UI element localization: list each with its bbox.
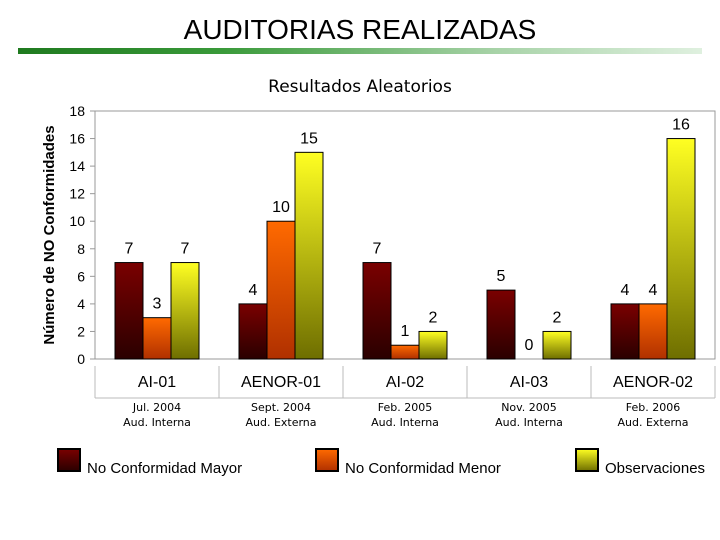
y-tick-label: 16 bbox=[69, 131, 85, 147]
category-audit-type: Aud. Interna bbox=[123, 416, 191, 429]
y-axis-label: Número de NO Conformidades bbox=[41, 125, 58, 344]
data-label: 7 bbox=[125, 241, 134, 258]
category-audit-type: Aud. Interna bbox=[495, 416, 563, 429]
page-title: AUDITORIAS REALIZADAS bbox=[183, 14, 537, 45]
data-label: 10 bbox=[272, 199, 290, 216]
data-label: 1 bbox=[401, 323, 410, 340]
y-tick-label: 6 bbox=[77, 268, 85, 284]
y-tick-label: 4 bbox=[77, 296, 85, 312]
category-audit-type: Aud. Externa bbox=[245, 416, 316, 429]
data-label: 5 bbox=[497, 268, 506, 285]
category-audit-type: Aud. Externa bbox=[617, 416, 688, 429]
category-date: Sept. 2004 bbox=[251, 401, 311, 414]
data-label: 16 bbox=[672, 117, 690, 134]
category-label: AI-02 bbox=[386, 374, 424, 391]
chart-subtitle: Resultados Aleatorios bbox=[268, 77, 452, 97]
bar bbox=[294, 151, 324, 360]
bar bbox=[142, 317, 172, 360]
category-date: Nov. 2005 bbox=[501, 401, 557, 414]
legend-swatch bbox=[575, 448, 599, 472]
y-tick-label: 0 bbox=[77, 351, 85, 367]
bar bbox=[542, 330, 572, 360]
data-label: 7 bbox=[181, 241, 190, 258]
data-label: 4 bbox=[621, 282, 630, 299]
y-tick-label: 12 bbox=[69, 186, 85, 202]
legend-label: No Conformidad Mayor bbox=[87, 460, 242, 477]
bar bbox=[666, 138, 696, 360]
data-label: 3 bbox=[153, 296, 162, 313]
category-label: AI-01 bbox=[138, 374, 176, 391]
y-tick-label: 14 bbox=[69, 158, 85, 174]
bar bbox=[114, 262, 144, 360]
data-label: 15 bbox=[300, 130, 318, 147]
bar bbox=[266, 220, 296, 360]
legend-label: No Conformidad Menor bbox=[345, 460, 501, 477]
bar bbox=[238, 303, 268, 360]
legend-swatch bbox=[57, 448, 81, 472]
bar bbox=[418, 330, 448, 360]
category-audit-type: Aud. Interna bbox=[371, 416, 439, 429]
category-label: AI-03 bbox=[510, 374, 548, 391]
bar bbox=[390, 344, 420, 360]
bar bbox=[170, 262, 200, 360]
y-tick-label: 10 bbox=[69, 213, 85, 229]
y-tick-label: 18 bbox=[69, 103, 85, 119]
data-label: 0 bbox=[525, 337, 534, 354]
y-tick-label: 2 bbox=[77, 323, 85, 339]
data-label: 2 bbox=[553, 309, 562, 326]
category-date: Jul. 2004 bbox=[132, 401, 181, 414]
y-tick-label: 8 bbox=[77, 241, 85, 257]
data-label: 4 bbox=[249, 282, 258, 299]
category-label: AENOR-01 bbox=[241, 374, 321, 391]
data-label: 2 bbox=[429, 309, 438, 326]
legend-label: Observaciones bbox=[605, 460, 705, 477]
legend-swatch bbox=[315, 448, 339, 472]
data-label: 4 bbox=[649, 282, 658, 299]
category-date: Feb. 2006 bbox=[626, 401, 680, 414]
title-underline bbox=[18, 48, 702, 54]
category-label: AENOR-02 bbox=[613, 374, 693, 391]
bar bbox=[362, 262, 392, 360]
category-date: Feb. 2005 bbox=[378, 401, 432, 414]
bar bbox=[486, 289, 516, 360]
bar bbox=[638, 303, 668, 360]
data-label: 7 bbox=[373, 241, 382, 258]
bar bbox=[610, 303, 640, 360]
